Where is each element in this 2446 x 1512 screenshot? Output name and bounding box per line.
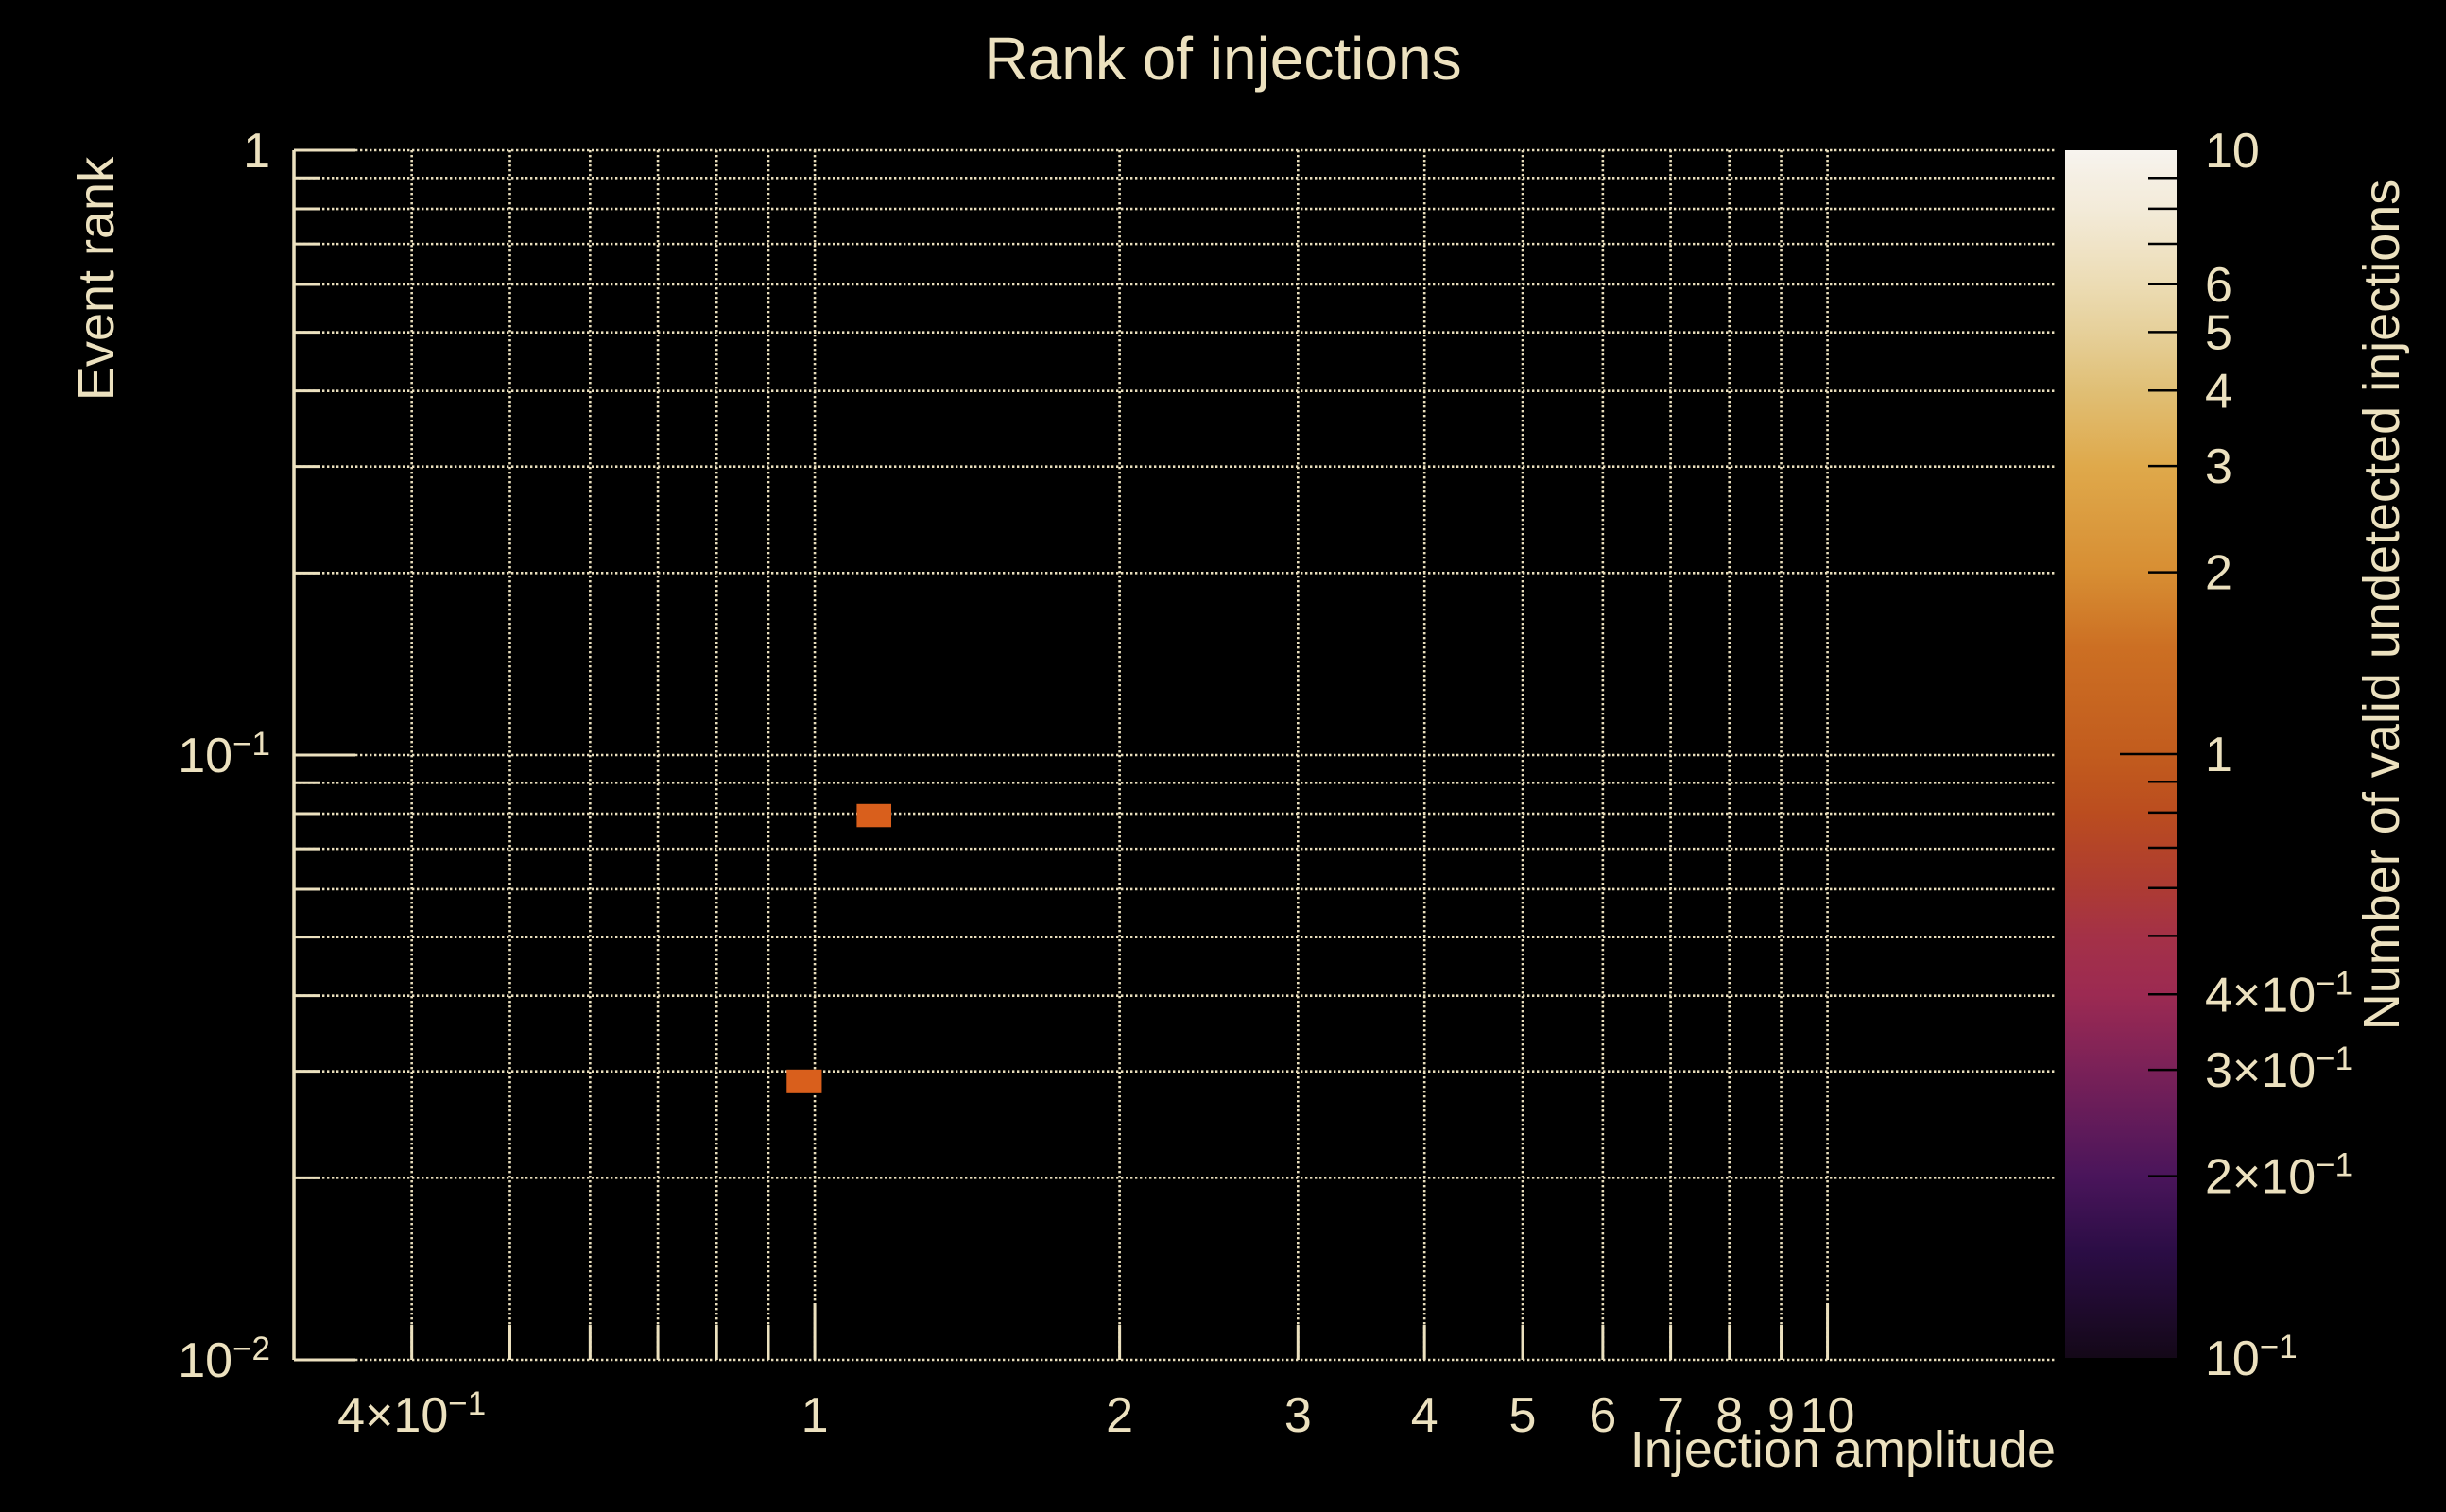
x-tick-label: 8 bbox=[1715, 1388, 1743, 1443]
chart-generated-layers: 4×10−1 1 2 3 4 5 6 7 8 9 10110−110−2106543214×10−1… bbox=[178, 124, 2353, 1443]
x-tick-label: 3 bbox=[1284, 1388, 1312, 1443]
colorbar-tick-label: 2×10−1 bbox=[2205, 1147, 2353, 1205]
colorbar-tick-label: 10−1 bbox=[2205, 1329, 2298, 1386]
colorbar-tick-label: 3 bbox=[2205, 439, 2232, 494]
x-tick-label: 4×10−1 bbox=[337, 1385, 486, 1443]
colorbar-title: Number of valid undetected injections bbox=[2353, 180, 2410, 1031]
y-axis-title: Event rank bbox=[68, 156, 125, 401]
x-tick-label: 6 bbox=[1589, 1388, 1616, 1443]
chart-title: Rank of injections bbox=[984, 25, 1461, 93]
x-tick-label: 1 bbox=[801, 1388, 829, 1443]
colorbar-tick-label: 2 bbox=[2205, 546, 2232, 601]
colorbar-tick-label: 4×10−1 bbox=[2205, 965, 2353, 1022]
y-tick-label: 10−1 bbox=[178, 726, 270, 783]
y-tick-label: 10−2 bbox=[178, 1331, 270, 1388]
x-tick-label: 5 bbox=[1509, 1388, 1537, 1443]
colorbar-tick-label: 4 bbox=[2205, 364, 2232, 419]
colorbar-tick-label: 1 bbox=[2205, 728, 2232, 782]
y-tick-label: 1 bbox=[243, 124, 270, 179]
x-tick-label: 2 bbox=[1106, 1388, 1133, 1443]
x-tick-label: 9 bbox=[1767, 1388, 1795, 1443]
colorbar-tick-label: 3×10−1 bbox=[2205, 1040, 2353, 1098]
colorbar-tick-label: 5 bbox=[2205, 305, 2232, 360]
x-tick-label: 10 bbox=[1800, 1388, 1855, 1443]
x-tick-label: 7 bbox=[1657, 1388, 1684, 1443]
colorbar-tick-label: 10 bbox=[2205, 124, 2260, 179]
heatmap-cell bbox=[856, 803, 892, 828]
heatmap-cell bbox=[786, 1069, 822, 1093]
colorbar-tick-label: 6 bbox=[2205, 258, 2232, 313]
x-tick-label: 4 bbox=[1411, 1388, 1438, 1443]
x-axis-title: Injection amplitude bbox=[1630, 1421, 2056, 1478]
